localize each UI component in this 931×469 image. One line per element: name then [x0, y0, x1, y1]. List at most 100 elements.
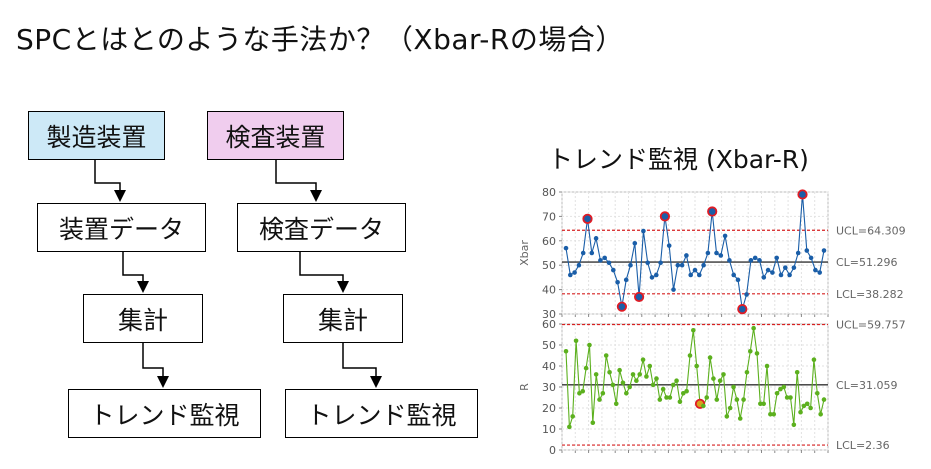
- data-point: [593, 372, 599, 377]
- data-point: [701, 403, 706, 409]
- data-point: [623, 277, 629, 283]
- data-point: [615, 279, 620, 285]
- data-point: [687, 353, 693, 358]
- data-point: [627, 384, 632, 390]
- data-point: [697, 272, 702, 278]
- data-point: [610, 382, 616, 388]
- y-tick-label: 20: [542, 402, 556, 415]
- data-point: [724, 414, 730, 419]
- connector-left-2: [122, 252, 149, 293]
- data-point: [606, 260, 612, 266]
- data-point: [613, 401, 619, 407]
- flow-connectors: [94, 160, 382, 388]
- data-point: [692, 267, 698, 273]
- page-title: SPCとはとのような手法か？（Xbar-Rの場合）: [16, 23, 624, 56]
- connector-left-3: [142, 343, 169, 388]
- data-point: [754, 351, 760, 356]
- data-point: [781, 384, 787, 390]
- data-point: [731, 272, 736, 278]
- data-point: [735, 277, 741, 283]
- data-point: [768, 412, 773, 417]
- lcl-label: LCL=38.282: [836, 288, 904, 301]
- data-point: [580, 388, 586, 394]
- data-point: [607, 370, 612, 375]
- aggregate-box-right: 集計: [283, 294, 403, 343]
- out-of-control-point: [582, 213, 593, 224]
- data-point: [670, 382, 676, 388]
- data-point: [654, 272, 659, 278]
- data-point: [572, 270, 577, 275]
- data-point: [813, 267, 818, 273]
- data-point: [717, 378, 723, 383]
- data-point: [611, 267, 616, 273]
- y-tick-label: 50: [542, 259, 556, 272]
- data-point: [764, 363, 770, 369]
- y-tick-label: 30: [542, 381, 556, 394]
- data-point: [761, 275, 767, 280]
- data-point: [741, 397, 746, 402]
- data-point: [598, 258, 603, 263]
- y-tick-label: 10: [542, 423, 556, 436]
- data-point: [684, 253, 689, 258]
- data-point: [783, 265, 788, 270]
- data-point: [567, 424, 572, 430]
- data-point: [727, 405, 733, 411]
- data-point: [778, 386, 783, 392]
- data-point: [804, 248, 810, 253]
- data-point: [744, 370, 750, 375]
- data-point: [634, 378, 639, 383]
- data-point: [731, 384, 736, 390]
- data-point: [748, 258, 754, 263]
- data-point: [774, 255, 779, 261]
- ucl-label: UCL=59.757: [836, 319, 906, 332]
- panel-xbar: 30 40 50 60 70 80 Xbar UCL=64.309 CL=51.296 LCL=3…: [518, 186, 906, 321]
- data-point: [751, 325, 756, 331]
- data-point: [744, 292, 749, 297]
- data-point: [658, 260, 663, 266]
- out-of-control-point: [797, 189, 808, 200]
- data-point: [821, 397, 827, 402]
- data-point: [640, 357, 646, 362]
- data-point: [707, 355, 713, 360]
- lcl-label: LCL=2.36: [836, 439, 890, 452]
- data-point: [808, 405, 813, 411]
- data-point: [590, 420, 596, 425]
- data-point: [814, 391, 820, 396]
- inspection-equipment-box: 検査装置: [207, 111, 344, 160]
- data-point: [593, 236, 599, 241]
- data-point: [761, 401, 766, 407]
- data-point: [600, 391, 606, 396]
- data-point: [641, 228, 646, 234]
- aggregate-box-left: 集計: [83, 294, 203, 343]
- data-point: [645, 260, 650, 266]
- trend-monitoring-box-right: トレンド監視: [285, 389, 478, 438]
- data-point: [817, 270, 822, 275]
- data-point: [787, 272, 792, 278]
- trend-monitoring-box-left: トレンド監視: [68, 389, 261, 438]
- y-tick-label: 50: [542, 339, 556, 352]
- data-point: [637, 372, 643, 377]
- data-point: [628, 262, 633, 268]
- out-of-control-point: [616, 301, 628, 312]
- data-point: [794, 370, 800, 375]
- data-point: [654, 376, 659, 381]
- connector-right-1: [275, 160, 322, 202]
- data-point: [650, 382, 656, 388]
- data-point: [671, 287, 676, 292]
- data-point: [752, 255, 758, 261]
- data-point: [576, 262, 582, 268]
- out-of-control-point: [707, 206, 718, 217]
- data-point: [657, 397, 663, 402]
- data-point: [568, 272, 573, 278]
- y-tick-label: 40: [542, 360, 556, 373]
- data-point: [804, 401, 810, 407]
- data-point: [701, 262, 706, 268]
- data-point: [714, 250, 719, 256]
- data-point: [667, 395, 673, 400]
- data-point: [632, 240, 638, 246]
- data-point: [691, 328, 696, 333]
- data-point: [811, 357, 817, 362]
- data-point: [791, 265, 797, 270]
- data-point: [617, 367, 622, 373]
- y-tick-label: 40: [542, 284, 556, 297]
